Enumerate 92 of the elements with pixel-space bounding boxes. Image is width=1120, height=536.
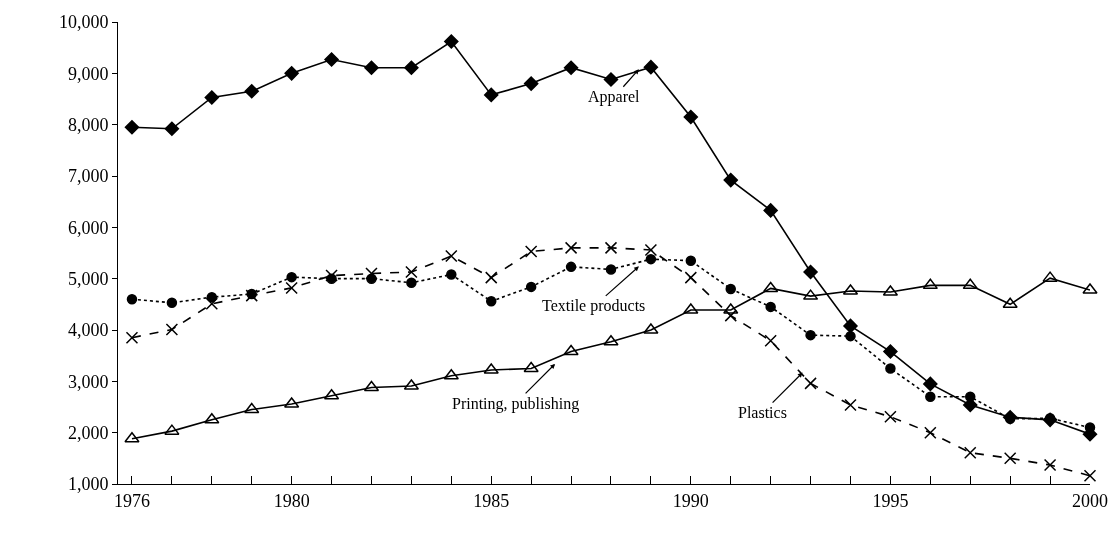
x-tick-label: 1980: [273, 490, 310, 511]
point: [286, 271, 297, 283]
point: [805, 329, 816, 341]
point: [803, 264, 818, 280]
y-tick-label: 3,000: [67, 371, 109, 392]
point: [405, 265, 418, 279]
point: [524, 245, 538, 258]
x-tick-label: 1985: [473, 490, 510, 511]
y-tick-label: 10,000: [58, 12, 109, 33]
point: [1083, 469, 1097, 483]
point: [483, 87, 499, 103]
y-tick-label: 4,000: [67, 320, 109, 341]
x-tick-label: 1976: [113, 490, 150, 511]
point: [124, 119, 140, 135]
point: [565, 261, 577, 273]
x-tick-label: 1995: [872, 490, 909, 511]
point: [205, 297, 219, 311]
point: [525, 281, 537, 293]
point: [443, 368, 459, 380]
point: [683, 109, 699, 125]
point: [923, 376, 938, 392]
point: [404, 60, 419, 75]
point: [364, 60, 379, 75]
annotation: Apparel: [588, 88, 641, 106]
point: [126, 293, 138, 305]
point: [166, 297, 178, 309]
point: [765, 301, 776, 313]
point: [324, 52, 339, 67]
point: [125, 331, 139, 344]
point: [446, 269, 457, 280]
point: [603, 72, 619, 87]
point: [643, 59, 659, 75]
point: [762, 281, 779, 293]
point: [965, 391, 976, 402]
point: [684, 271, 698, 284]
annotation: Textile products: [542, 297, 646, 315]
point: [844, 398, 857, 412]
point: [605, 264, 617, 275]
point: [484, 271, 498, 284]
point: [564, 241, 578, 255]
x-tick-label: 1990: [672, 490, 709, 511]
point: [644, 243, 658, 257]
point: [523, 76, 539, 91]
point: [645, 253, 657, 265]
point: [563, 344, 579, 356]
y-tick-label: 7,000: [67, 166, 109, 187]
point: [165, 323, 179, 336]
y-tick-label: 1,000: [67, 474, 109, 495]
point: [843, 318, 858, 334]
point: [1003, 452, 1017, 465]
point: [924, 426, 937, 439]
point: [725, 283, 736, 295]
y-tick-label: 8,000: [67, 114, 109, 135]
point: [962, 278, 978, 290]
point: [244, 402, 260, 414]
point: [724, 309, 737, 322]
y-tick-label: 6,000: [67, 217, 109, 238]
point: [883, 344, 898, 359]
point: [325, 269, 338, 282]
point: [406, 277, 417, 289]
point: [444, 34, 459, 49]
point: [723, 172, 738, 188]
point: [885, 363, 896, 374]
point: [523, 361, 539, 373]
point: [204, 90, 220, 105]
point: [485, 296, 497, 307]
y-tick-label: 9,000: [67, 63, 109, 84]
point: [164, 121, 180, 137]
point: [804, 377, 817, 390]
point: [764, 334, 777, 348]
point: [922, 278, 939, 290]
point: [563, 60, 579, 75]
point: [284, 66, 299, 81]
point: [604, 241, 618, 255]
x-tick-label: 2000: [1072, 490, 1108, 511]
point: [845, 330, 856, 342]
point: [1043, 458, 1057, 472]
point: [363, 380, 380, 392]
annotation: Printing, publishing: [452, 395, 580, 413]
y-tick-label: 2,000: [67, 422, 109, 443]
point: [884, 410, 897, 423]
point: [285, 281, 298, 295]
point: [685, 255, 697, 266]
point: [1002, 297, 1018, 309]
point: [244, 84, 259, 99]
point: [323, 388, 340, 400]
point: [964, 446, 977, 459]
point: [763, 203, 778, 218]
annotation: Plastics: [738, 404, 787, 421]
point: [925, 391, 936, 402]
y-tick-label: 5,000: [67, 268, 109, 289]
point: [445, 249, 458, 263]
